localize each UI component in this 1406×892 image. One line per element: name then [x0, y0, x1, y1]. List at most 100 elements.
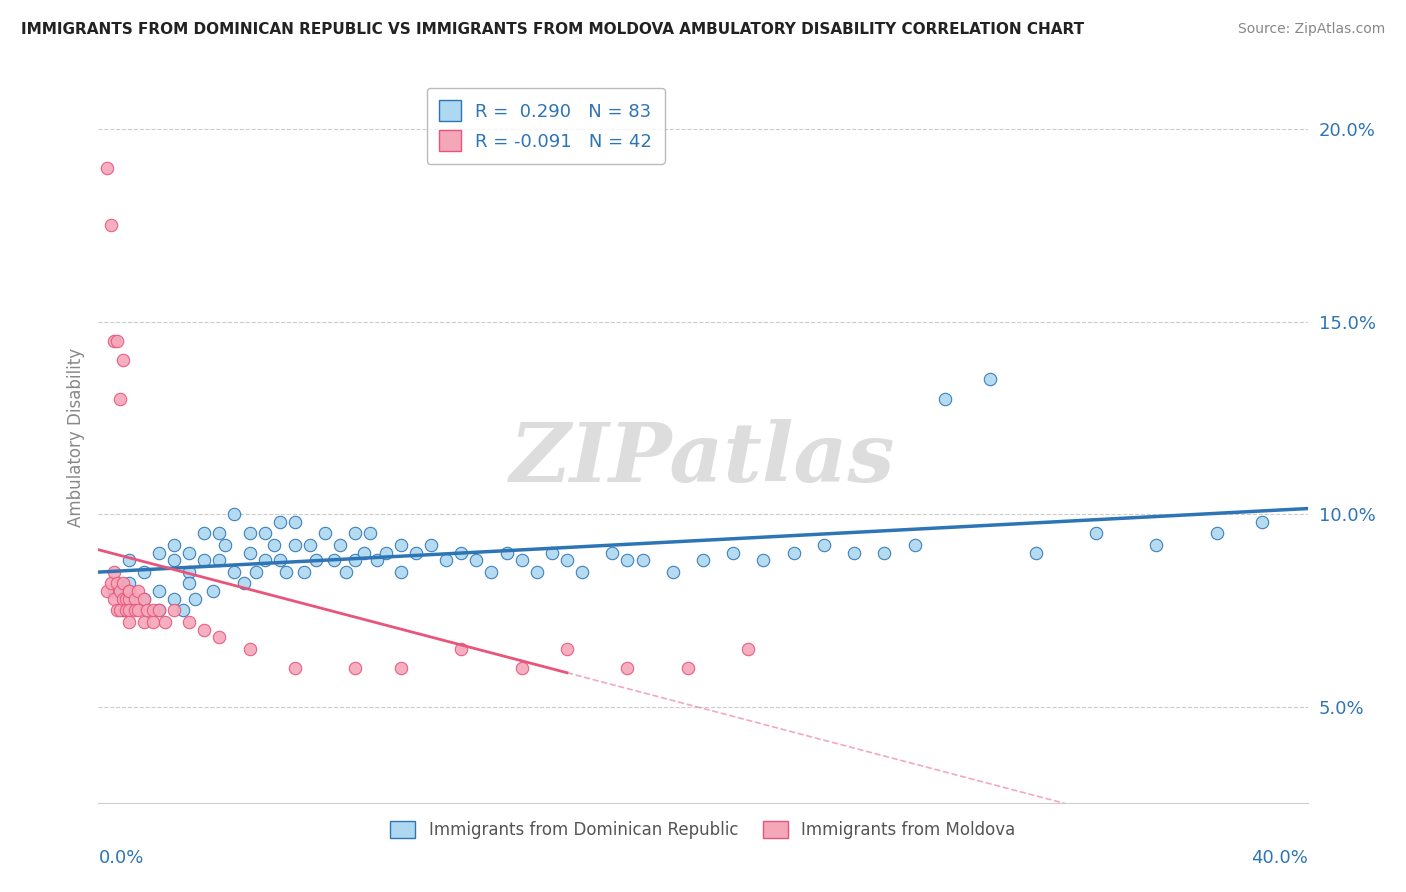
Text: Source: ZipAtlas.com: Source: ZipAtlas.com [1237, 22, 1385, 37]
Point [510, 661, 533, 675]
Point [193, 553, 215, 567]
Point [465, 553, 488, 567]
Legend: Immigrants from Dominican Republic, Immigrants from Moldova: Immigrants from Dominican Republic, Immi… [384, 814, 1022, 846]
Point [114, 591, 136, 606]
Point [118, 591, 141, 606]
Point [179, 576, 201, 591]
Point [118, 584, 141, 599]
Point [450, 641, 472, 656]
Point [224, 565, 246, 579]
Point [108, 584, 131, 599]
Point [100, 576, 122, 591]
Point [163, 591, 186, 606]
Point [1251, 515, 1274, 529]
Point [124, 603, 146, 617]
Point [132, 565, 155, 579]
Point [1144, 538, 1167, 552]
Point [335, 565, 357, 579]
Point [1024, 545, 1046, 559]
Point [269, 553, 291, 567]
Point [616, 553, 638, 567]
Point [631, 553, 654, 567]
Point [844, 545, 866, 559]
Text: ZIPatlas: ZIPatlas [510, 419, 896, 499]
Point [208, 630, 231, 644]
Point [389, 565, 412, 579]
Y-axis label: Ambulatory Disability: Ambulatory Disability [66, 348, 84, 526]
Point [111, 353, 134, 368]
Point [172, 603, 194, 617]
Point [163, 603, 186, 617]
Point [132, 591, 155, 606]
Point [737, 641, 759, 656]
Point [263, 538, 285, 552]
Point [389, 661, 412, 675]
Point [274, 565, 297, 579]
Point [111, 576, 134, 591]
Point [103, 334, 125, 348]
Text: 40.0%: 40.0% [1251, 849, 1308, 867]
Point [329, 538, 352, 552]
Point [179, 545, 201, 559]
Point [904, 538, 927, 552]
Point [135, 603, 157, 617]
Point [366, 553, 388, 567]
Point [193, 623, 215, 637]
Point [434, 553, 457, 567]
Point [602, 545, 624, 559]
Point [224, 507, 246, 521]
Point [132, 591, 155, 606]
Point [148, 603, 170, 617]
Point [676, 661, 699, 675]
Point [692, 553, 714, 567]
Point [450, 545, 472, 559]
Point [571, 565, 593, 579]
Point [118, 615, 141, 629]
Point [96, 584, 118, 599]
Point [752, 553, 775, 567]
Point [284, 661, 307, 675]
Point [239, 526, 262, 541]
Point [184, 591, 207, 606]
Point [344, 661, 367, 675]
Point [253, 526, 276, 541]
Point [127, 603, 149, 617]
Point [142, 615, 165, 629]
Point [127, 584, 149, 599]
Point [239, 641, 262, 656]
Point [353, 545, 375, 559]
Point [202, 584, 225, 599]
Point [374, 545, 396, 559]
Point [269, 515, 291, 529]
Point [96, 161, 118, 175]
Point [526, 565, 548, 579]
Point [114, 603, 136, 617]
Point [284, 515, 307, 529]
Point [661, 565, 683, 579]
Point [103, 591, 125, 606]
Point [405, 545, 427, 559]
Point [540, 545, 562, 559]
Point [208, 553, 231, 567]
Point [103, 565, 125, 579]
Text: 0.0%: 0.0% [98, 849, 143, 867]
Point [344, 553, 367, 567]
Point [111, 591, 134, 606]
Point [934, 392, 956, 406]
Point [245, 565, 267, 579]
Point [305, 553, 328, 567]
Point [105, 334, 128, 348]
Point [118, 603, 141, 617]
Point [873, 545, 896, 559]
Point [555, 553, 578, 567]
Point [253, 553, 276, 567]
Point [142, 603, 165, 617]
Point [105, 576, 128, 591]
Point [163, 553, 186, 567]
Point [179, 615, 201, 629]
Point [214, 538, 236, 552]
Point [118, 576, 141, 591]
Point [108, 392, 131, 406]
Point [132, 615, 155, 629]
Point [163, 538, 186, 552]
